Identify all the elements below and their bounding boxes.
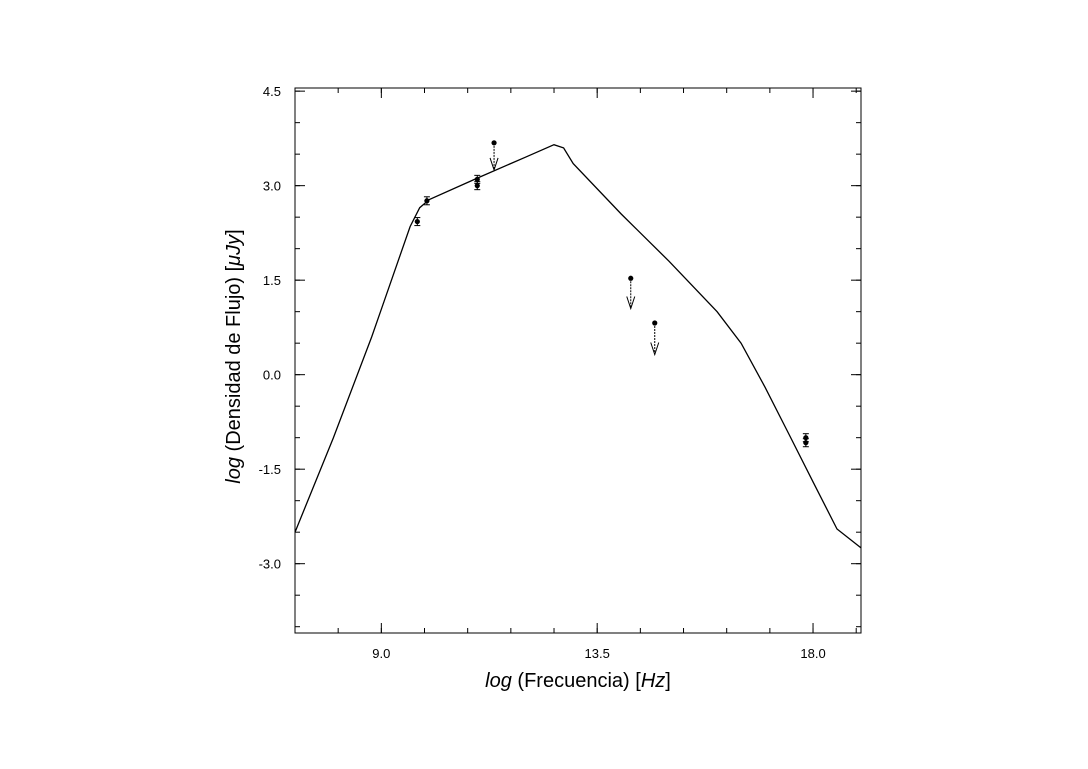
y-axis-label-log: log — [223, 457, 245, 484]
y-axis-label: log (Densidad de Flujo) [μJy] — [223, 229, 245, 483]
x-tick-labels: 9.0 13.5 18.0 — [372, 646, 825, 661]
x-tick-label: 13.5 — [585, 646, 610, 661]
x-tick-label: 18.0 — [800, 646, 825, 661]
x-axis-label: log (Frecuencia) [Hz] — [485, 670, 671, 692]
detection-point — [424, 198, 430, 204]
x-axis-label-log: log — [485, 670, 512, 692]
y-tick-label: -3.0 — [259, 557, 281, 572]
detection-point — [803, 440, 809, 446]
y-axis-label-text: (Densidad de Flujo) [ — [223, 265, 245, 457]
y-tick-label: 3.0 — [263, 179, 281, 194]
detection-point — [414, 218, 420, 225]
x-tick-label: 9.0 — [372, 646, 390, 661]
upper-limit-arrowhead — [650, 342, 660, 357]
model-curve — [294, 144, 862, 549]
y-axis-label-unit: μJy — [223, 234, 245, 267]
minor-ticks — [294, 88, 861, 633]
y-axis-label-close: ] — [223, 229, 245, 235]
major-ticks — [295, 88, 861, 633]
x-axis-label-close: ] — [665, 670, 671, 692]
x-axis-label-unit: Hz — [641, 670, 665, 692]
y-tick-label: -1.5 — [259, 462, 281, 477]
upper-limit-arrows — [489, 140, 660, 357]
detection-points — [414, 174, 809, 448]
y-tick-label: 1.5 — [263, 273, 281, 288]
plot-frame — [294, 87, 862, 634]
y-tick-label: 4.5 — [263, 84, 281, 99]
y-tick-labels: 4.5 3.0 1.5 0.0 -1.5 -3.0 — [259, 84, 281, 572]
detection-point — [474, 183, 480, 189]
y-tick-label: 0.0 — [263, 368, 281, 383]
upper-limit-arrowhead — [626, 296, 636, 311]
detection-point — [474, 176, 480, 182]
x-axis-label-text: (Frecuencia) [ — [512, 670, 641, 692]
upper-limit-arrowhead — [489, 157, 499, 172]
